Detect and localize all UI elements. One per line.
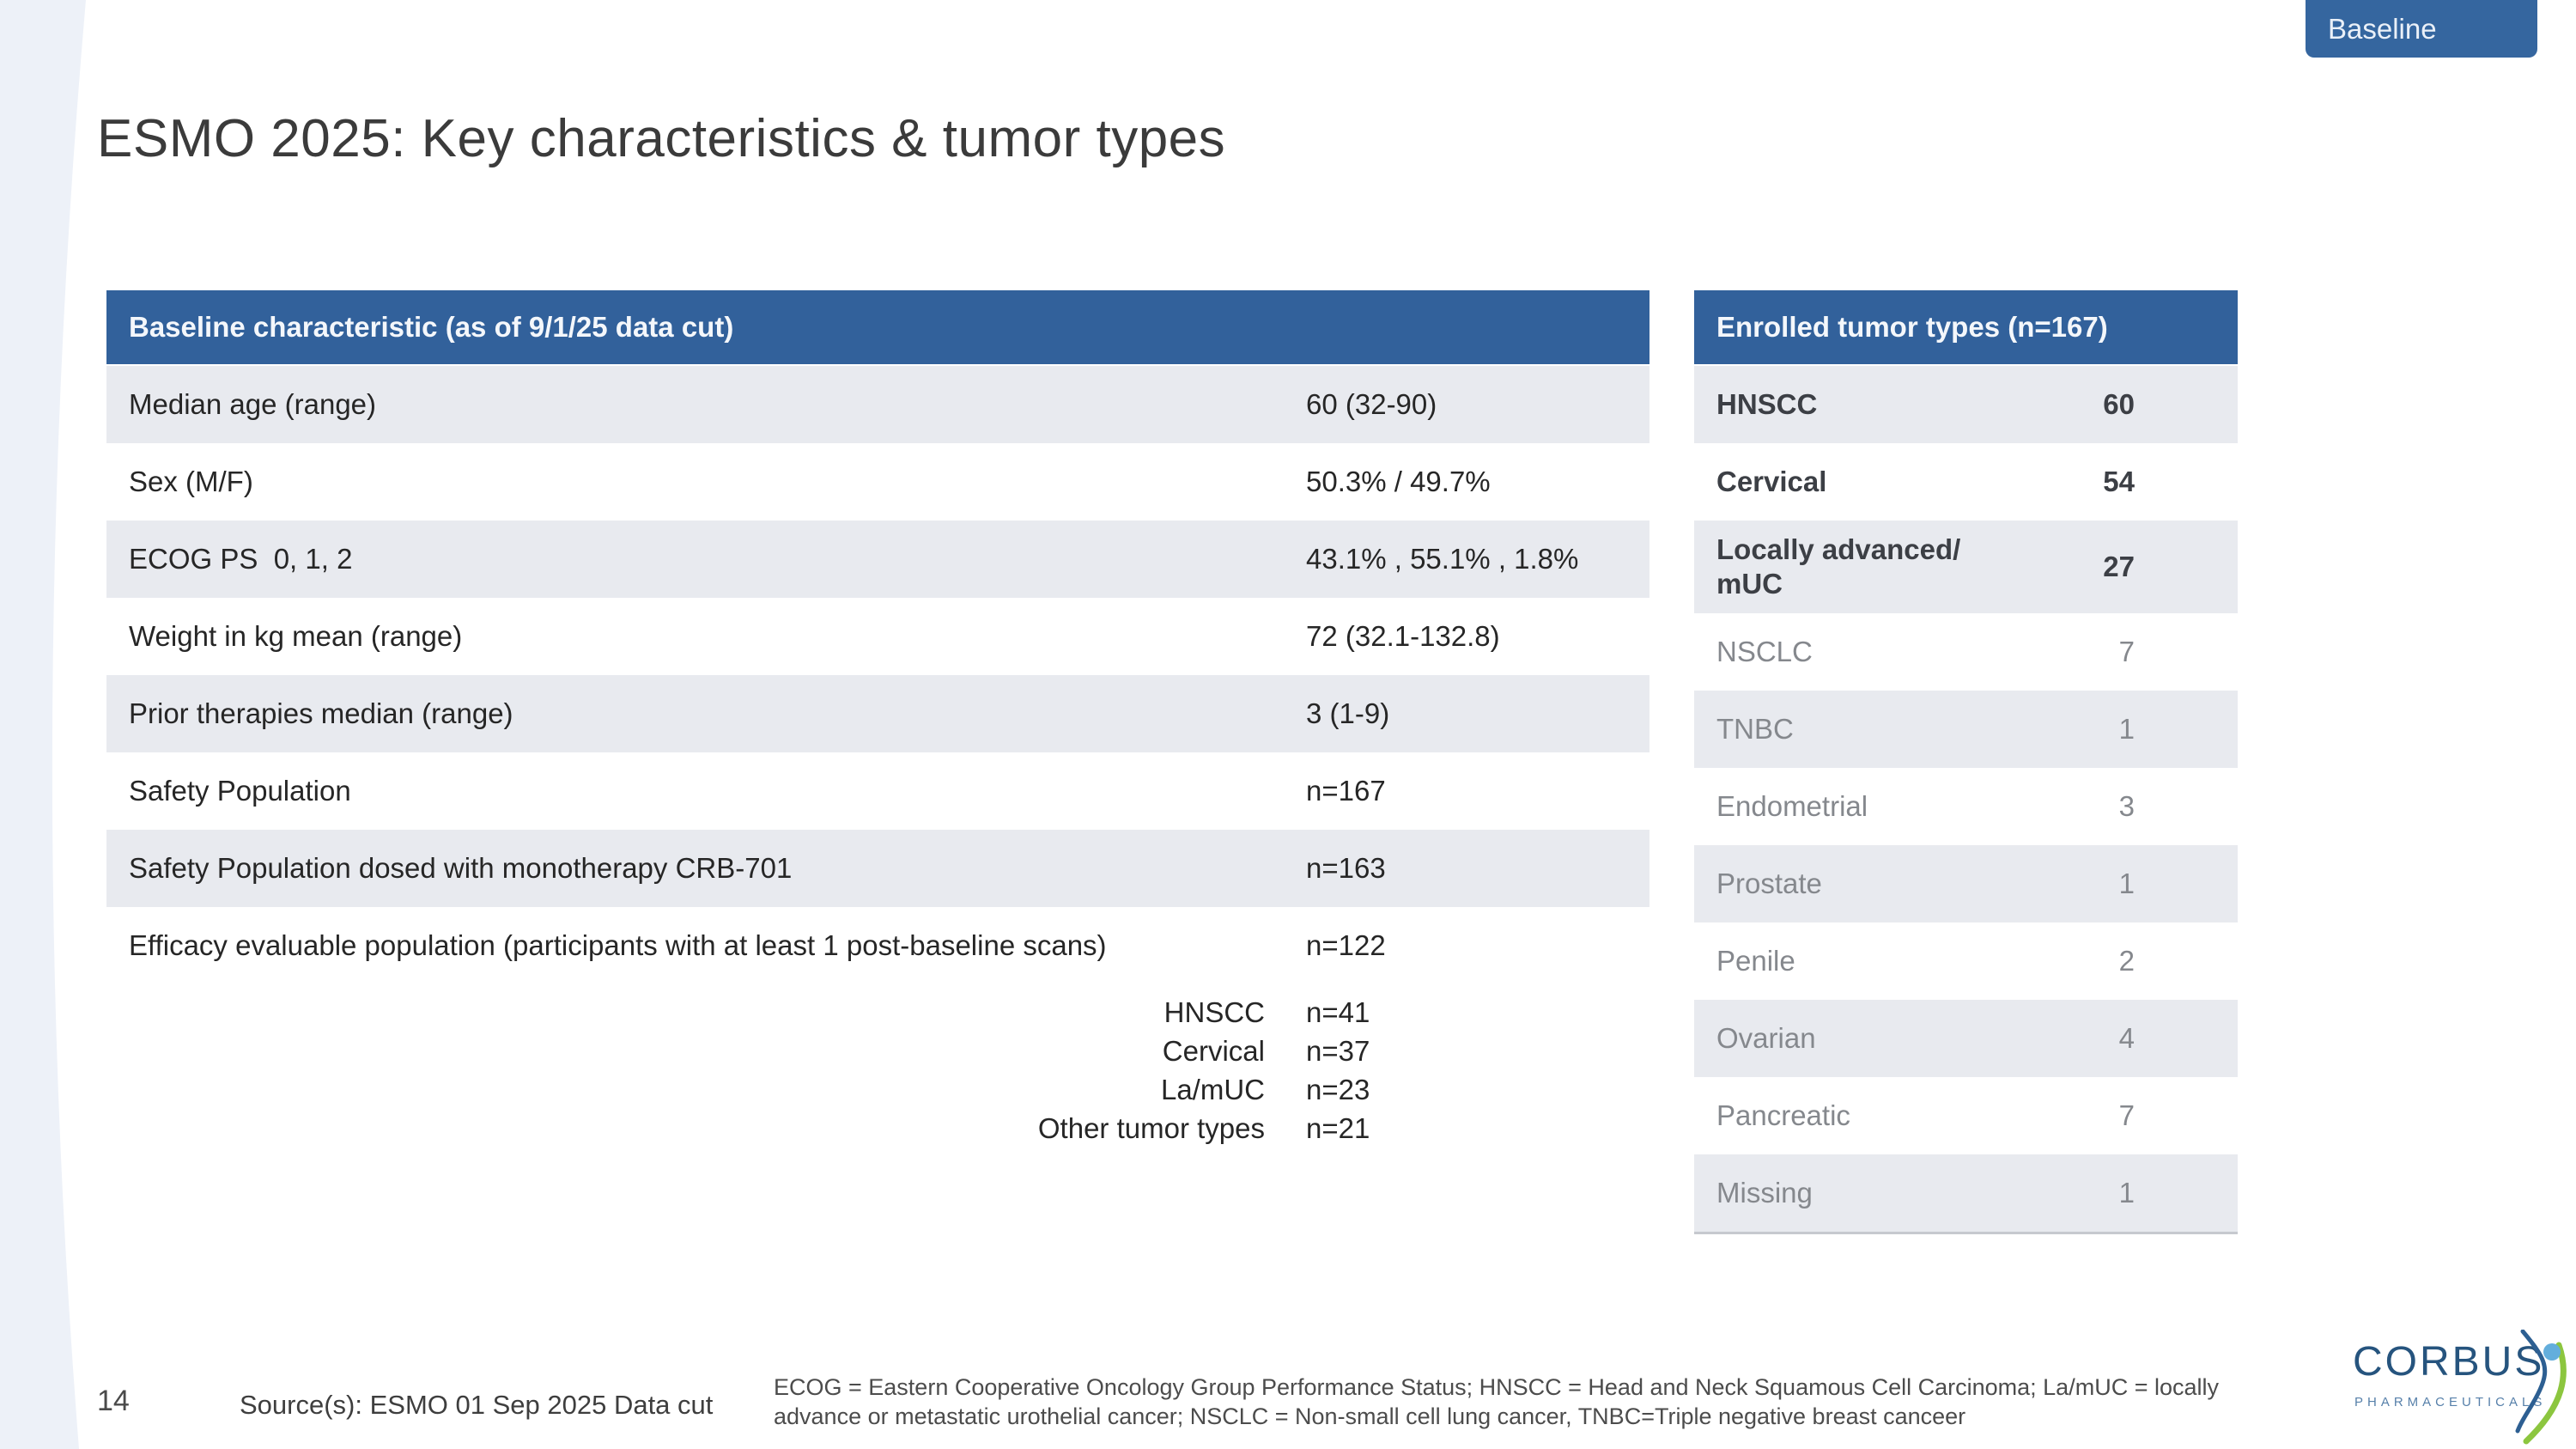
row-value: 2	[2118, 945, 2135, 977]
baseline-table-header: Baseline characteristic (as of 9/1/25 da…	[106, 290, 1649, 366]
table-row: Pancreatic 7	[1694, 1077, 2238, 1154]
table-row: Prior therapies median (range) 3 (1-9)	[106, 675, 1649, 752]
row-value: 1	[2118, 713, 2135, 745]
table-row: Weight in kg mean (range) 72 (32.1-132.8…	[106, 598, 1649, 675]
subgroup-value: n=41	[1306, 995, 1370, 1028]
subgroup-label: Other tumor types	[1037, 1111, 1265, 1144]
row-label: Median age (range)	[129, 388, 377, 420]
corbus-logo-wordmark: CORBUS	[2353, 1339, 2545, 1385]
row-label: NSCLC	[1716, 636, 1813, 667]
page-number: 14	[97, 1385, 130, 1417]
row-value: 27	[2103, 551, 2135, 582]
source-text: Source(s): ESMO 01 Sep 2025 Data cut	[240, 1390, 714, 1420]
table-row: Efficacy evaluable population (participa…	[106, 907, 1649, 984]
row-value: 4	[2118, 1022, 2135, 1054]
page-title: ESMO 2025: Key characteristics & tumor t…	[97, 109, 1226, 168]
row-label: Ovarian	[1716, 1022, 1816, 1054]
row-label: Penile	[1716, 945, 1795, 977]
row-label: Prostate	[1716, 868, 1822, 899]
baseline-badge: Baseline	[2306, 0, 2537, 58]
table-row: ECOG PS 0, 1, 2 43.1% , 55.1% , 1.8%	[106, 521, 1649, 598]
row-value: 1	[2118, 868, 2135, 899]
table-row: HNSCC 60	[1694, 366, 2238, 443]
row-label: Endometrial	[1716, 790, 1868, 822]
tumor-table-header: Enrolled tumor types (n=167)	[1694, 290, 2238, 366]
subgroup-label: HNSCC	[1163, 995, 1265, 1028]
row-value: 43.1% , 55.1% , 1.8%	[1306, 543, 1579, 575]
subgroup-value: n=21	[1306, 1111, 1370, 1144]
subgroup-row: La/mUC n=23	[106, 1070, 1649, 1109]
row-label: Sex (M/F)	[129, 466, 253, 497]
table-row: Ovarian 4	[1694, 1000, 2238, 1077]
row-value: 54	[2103, 466, 2135, 497]
table-row: Safety Population n=167	[106, 752, 1649, 830]
subgroup-row: HNSCC n=41	[106, 993, 1649, 1032]
table-row: Cervical 54	[1694, 443, 2238, 521]
subgroup-value: n=23	[1306, 1073, 1370, 1105]
table-row: Locally advanced/ mUC 27	[1694, 521, 2238, 613]
abbreviations-footnote: ECOG = Eastern Cooperative Oncology Grou…	[774, 1374, 2219, 1429]
row-label: Missing	[1716, 1177, 1813, 1209]
row-value: 3	[2118, 790, 2135, 822]
table-row: Endometrial 3	[1694, 768, 2238, 845]
row-label: Efficacy evaluable population (participa…	[129, 929, 1107, 961]
table-row: Prostate 1	[1694, 845, 2238, 922]
row-value: n=122	[1306, 929, 1386, 961]
row-label: Safety Population	[129, 775, 351, 807]
row-value: 7	[2118, 636, 2135, 667]
efficacy-subgroup-rows: HNSCC n=41 Cervical n=37 La/mUC n=23 Oth…	[106, 984, 1649, 1148]
row-value: 60	[2103, 388, 2135, 420]
corbus-figure-icon	[2515, 1330, 2567, 1445]
corbus-logo-subtext: PHARMACEUTICALS	[2354, 1395, 2547, 1409]
baseline-badge-label: Baseline	[2328, 12, 2437, 45]
row-value: 50.3% / 49.7%	[1306, 466, 1491, 497]
baseline-characteristics-table: Baseline characteristic (as of 9/1/25 da…	[106, 290, 1649, 1148]
decorative-left-curve	[0, 0, 86, 1449]
row-value: 72 (32.1-132.8)	[1306, 620, 1500, 652]
row-value: n=163	[1306, 852, 1386, 884]
row-label: Prior therapies median (range)	[129, 697, 513, 729]
table-row: Missing 1	[1694, 1154, 2238, 1234]
subgroup-value: n=37	[1306, 1034, 1370, 1067]
subgroup-label: La/mUC	[1160, 1073, 1265, 1105]
row-label: Cervical	[1716, 466, 1827, 497]
table-row: Safety Population dosed with monotherapy…	[106, 830, 1649, 907]
table-row: TNBC 1	[1694, 691, 2238, 768]
row-label: TNBC	[1716, 713, 1794, 745]
table-row: NSCLC 7	[1694, 613, 2238, 691]
row-value: 3 (1-9)	[1306, 697, 1390, 729]
table-row: Sex (M/F) 50.3% / 49.7%	[106, 443, 1649, 521]
subgroup-row: Cervical n=37	[106, 1032, 1649, 1070]
table-row: Penile 2	[1694, 922, 2238, 1000]
corbus-logo: CORBUS PHARMACEUTICALS	[2353, 1330, 2576, 1446]
row-label: HNSCC	[1716, 388, 1818, 420]
subgroup-row: Other tumor types n=21	[106, 1109, 1649, 1148]
row-label: Pancreatic	[1716, 1099, 1850, 1131]
row-label: Locally advanced/ mUC	[1716, 533, 1961, 600]
row-value: 7	[2118, 1099, 2135, 1131]
table-row: Median age (range) 60 (32-90)	[106, 366, 1649, 443]
subgroup-label: Cervical	[1162, 1034, 1265, 1067]
row-value: 60 (32-90)	[1306, 388, 1437, 420]
row-value: n=167	[1306, 775, 1386, 807]
row-value: 1	[2118, 1177, 2135, 1209]
row-label: Safety Population dosed with monotherapy…	[129, 852, 793, 884]
enrolled-tumor-types-table: Enrolled tumor types (n=167) HNSCC 60 Ce…	[1694, 290, 2238, 1234]
row-label: ECOG PS 0, 1, 2	[129, 543, 353, 575]
row-label: Weight in kg mean (range)	[129, 620, 463, 652]
